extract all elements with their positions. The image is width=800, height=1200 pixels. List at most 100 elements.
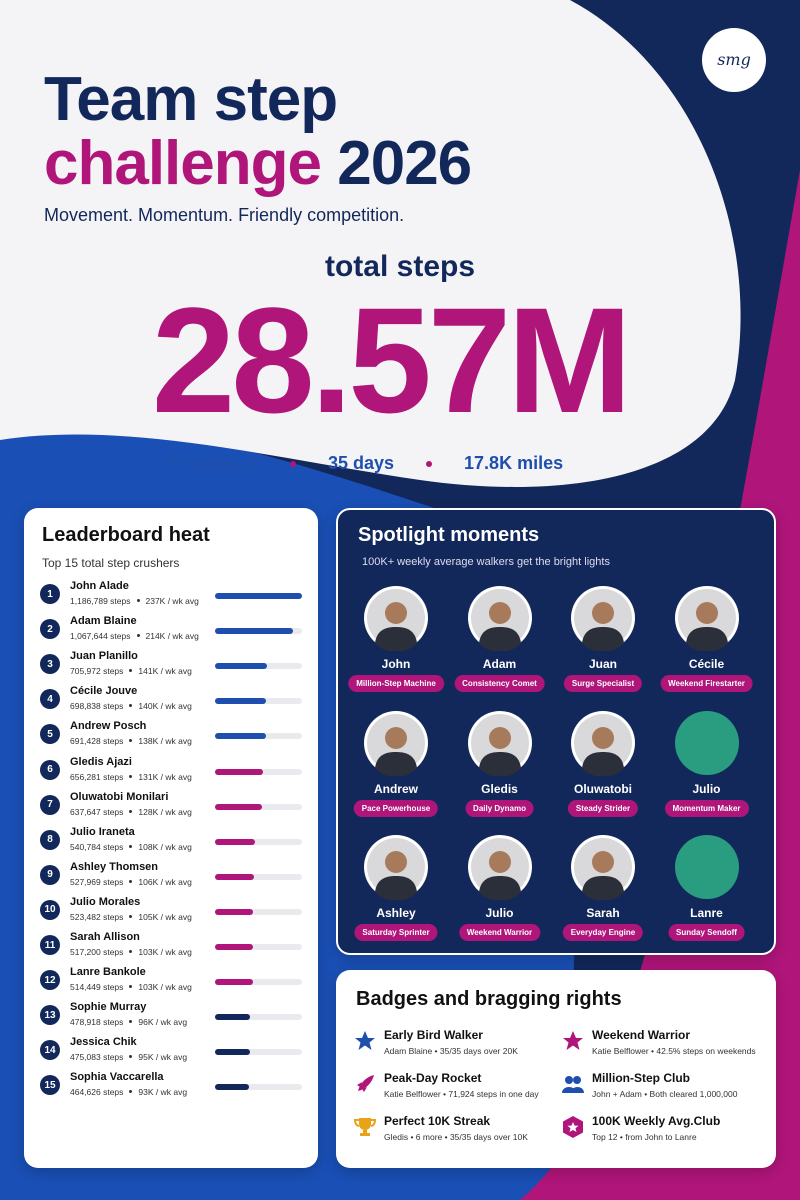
spotlight-badge: Consistency Comet xyxy=(454,675,545,692)
avatar xyxy=(467,835,532,900)
avatar xyxy=(571,586,635,651)
bar-track xyxy=(215,698,302,705)
weekly-average: 128K / wk avg xyxy=(138,806,192,817)
steps-label: 705,972 steps xyxy=(70,666,124,677)
badge-title: Million-Step Club xyxy=(592,1071,690,1085)
rank-badge: 7 xyxy=(40,794,60,815)
walker-stats: 514,449 steps 103K / wk avg xyxy=(70,982,192,992)
walker-stats: 540,784 steps 108K / wk avg xyxy=(70,842,192,852)
leaderboard-row: 5 Andrew Posch 691,428 steps 138K / wk avg xyxy=(40,720,310,754)
badge-item: Perfect 10K Streak Gledis • 6 more • 35/3… xyxy=(354,1114,554,1150)
separator xyxy=(129,774,133,778)
walker-name: Sarah Allison xyxy=(70,931,140,943)
weekly-average: 131K / wk avg xyxy=(138,771,192,782)
avatar xyxy=(364,710,428,776)
spotlight-panel: Spotlight moments 100K+ weekly average w… xyxy=(336,508,776,955)
steps-label: 517,200 steps xyxy=(70,947,124,957)
separator xyxy=(129,879,133,883)
weekly-average: 214K / wk avg xyxy=(145,631,199,642)
steps-label: 698,838 steps xyxy=(70,701,124,712)
walker-stats: 517,200 steps 103K / wk avg xyxy=(70,947,192,957)
avatar xyxy=(571,835,635,900)
badge-item: Early Bird Walker Adam Blaine • 35/35 day… xyxy=(354,1028,554,1064)
steps-label: 514,449 steps xyxy=(70,982,124,993)
spotlight-badge: Steady Strider xyxy=(567,799,639,817)
spotlight-name: Julio xyxy=(692,781,721,796)
spotlight-badge: Weekend Firestarter xyxy=(660,675,753,692)
spotlight-badge: Daily Dynamo xyxy=(465,799,534,817)
walker-name: John Alade xyxy=(70,580,129,592)
walker-stats: 656,281 steps 131K / wk avg xyxy=(70,772,192,782)
hero-stat: 35 days xyxy=(327,453,395,473)
bar-track xyxy=(215,1084,302,1091)
hero-value: 28.57M xyxy=(151,276,632,444)
hero-stat: 86 walkers xyxy=(166,453,258,473)
walker-stats: 527,969 steps 106K / wk avg xyxy=(70,877,192,887)
leaderboard-panel: Leaderboard heat Top 15 total step crush… xyxy=(24,508,318,1168)
spotlight-name: Sarah xyxy=(586,906,620,920)
weekly-average: 140K / wk avg xyxy=(138,701,192,712)
badge-item: 100K Weekly Avg.Club Top 12 • from John t… xyxy=(562,1114,762,1150)
badge-title: Weekend Warrior xyxy=(592,1028,691,1042)
steps-label: 691,428 steps xyxy=(70,736,124,747)
title-line: Team step xyxy=(44,65,338,134)
badge-item: Million-Step Club John + Adam • Both clea… xyxy=(562,1071,762,1107)
avatar xyxy=(364,835,428,900)
hero-stats: 86 walkers 35 days 17.8K miles xyxy=(0,453,730,474)
weekly-average: 108K / wk avg xyxy=(138,841,192,852)
walker-name: Sophia Vaccarella xyxy=(70,1071,164,1084)
separator xyxy=(129,1055,133,1059)
spotlight-badge: Surge Specialist xyxy=(563,675,643,692)
steps-bar xyxy=(215,803,262,810)
walker-name: Sophie Murray xyxy=(70,1001,147,1014)
badge-icon xyxy=(563,1031,583,1050)
title-line: challenge 2026 xyxy=(44,129,472,198)
avatar xyxy=(467,710,532,776)
separator xyxy=(426,460,433,467)
walker-stats: 705,972 steps 141K / wk avg xyxy=(70,666,192,676)
steps-label: 475,083 steps xyxy=(70,1052,124,1063)
separator xyxy=(129,950,133,953)
badge-detail: John + Adam • Both cleared 1,000,000 xyxy=(592,1089,738,1099)
separator xyxy=(129,704,133,708)
rank-badge: 6 xyxy=(40,759,60,780)
walker-name: Gledis Ajazi xyxy=(70,755,132,768)
walker-name: Ashley Thomsen xyxy=(70,860,159,873)
steps-bar xyxy=(215,628,294,635)
badge-item: Weekend Warrior Katie Belflower • 42.5% s… xyxy=(562,1028,762,1064)
leaderboard-row: 12 Lanre Bankole 514,449 steps 103K / wk av… xyxy=(40,966,310,1000)
panel-title: Spotlight moments xyxy=(358,524,540,546)
steps-bar xyxy=(215,908,254,915)
steps-bar xyxy=(215,698,267,705)
avatar xyxy=(571,710,635,776)
walker-name: Andrew Posch xyxy=(70,720,147,733)
badge-item: Peak-Day Rocket Katie Belflower • 71,924 … xyxy=(354,1071,554,1107)
avatar xyxy=(674,586,739,651)
steps-bar xyxy=(215,838,255,845)
steps-bar xyxy=(215,873,254,880)
weekly-average: 138K / wk avg xyxy=(138,736,192,747)
bar-track xyxy=(215,663,302,670)
walker-stats: 475,083 steps 95K / wk avg xyxy=(70,1052,187,1062)
badge-title: 100K Weekly Avg.Club xyxy=(592,1114,721,1128)
separator xyxy=(129,669,133,673)
badge-icon xyxy=(562,1076,584,1093)
separator xyxy=(129,985,133,989)
badge-detail: Top 12 • from John to Lanre xyxy=(592,1132,697,1142)
spotlight-name: John xyxy=(381,657,411,671)
leaderboard-row: 7 Oluwatobi Monilari 637,647 steps 128K / w… xyxy=(40,791,310,825)
steps-label: 523,482 steps xyxy=(70,911,124,922)
badge-detail: Adam Blaine • 35/35 days over 20K xyxy=(384,1046,518,1056)
weekly-average: 93K / wk avg xyxy=(138,1087,188,1098)
spotlight-badge: Sunday Sendoff xyxy=(668,924,745,941)
bar-track xyxy=(215,908,302,915)
steps-label: 527,969 steps xyxy=(70,876,124,887)
walker-stats: 698,838 steps 140K / wk avg xyxy=(70,701,192,711)
title-year: 2026 xyxy=(337,129,472,198)
spotlight-badge: Momentum Maker xyxy=(664,799,749,817)
steps-label: 1,067,644 steps xyxy=(70,631,131,642)
spotlight-name: Julio xyxy=(485,906,514,920)
weekly-average: 237K / wk avg xyxy=(145,596,199,606)
walker-stats: 691,428 steps 138K / wk avg xyxy=(70,736,192,746)
steps-bar xyxy=(215,1014,251,1021)
